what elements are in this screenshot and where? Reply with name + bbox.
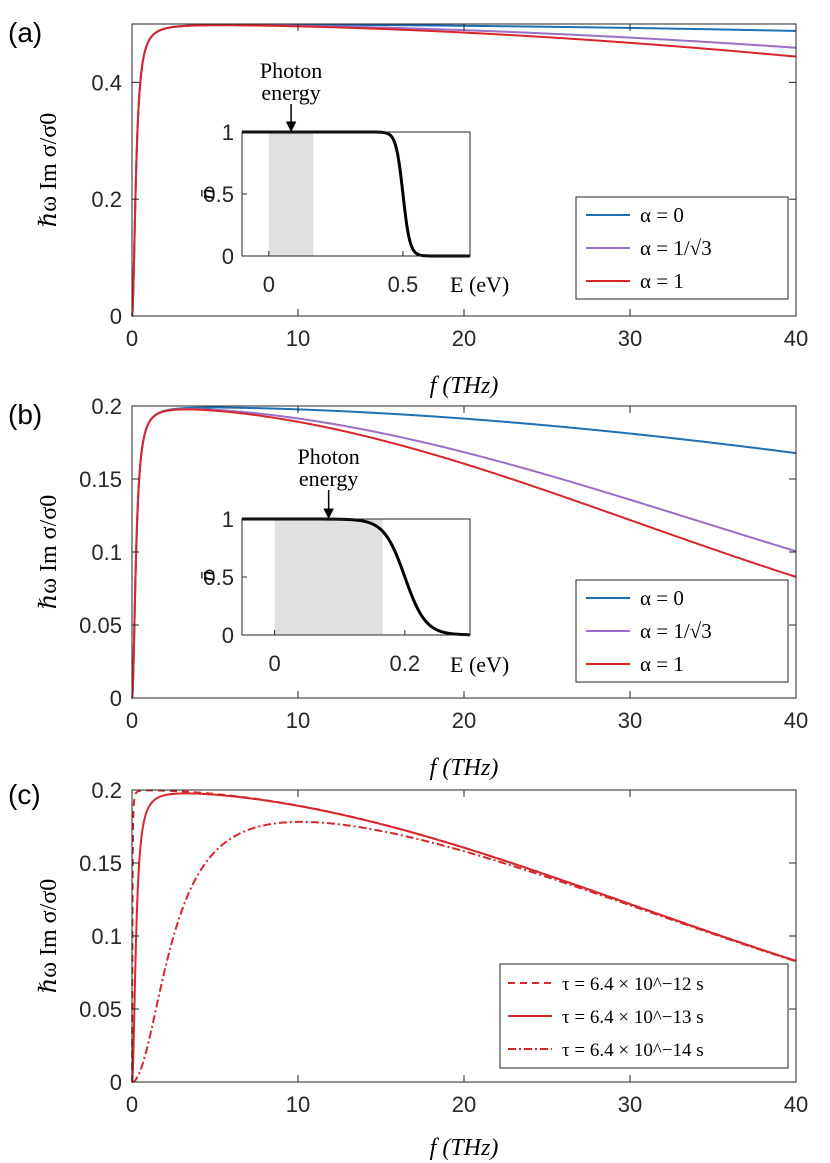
panel-a-ytick-label-2: 0.4 [91,70,122,95]
panel-a-inset-ytick-label-0: 0 [222,244,234,269]
panel-b-xtick-label-2: 20 [452,708,476,733]
panel-b-xtick-label-4: 40 [784,708,808,733]
panel-b-inset-ticks: 0 0.2 0 0.5 1 [203,507,420,676]
panel-a-legend-label-1: α = 1/√3 [640,236,712,260]
panel-b-ytick-label-0: 0 [110,686,122,711]
panel-a-inset-xtick-label-0: 0 [263,272,275,297]
panel-c-ytick-label-1: 0.05 [79,997,122,1022]
panel-b-annotation-line2: energy [299,466,358,491]
panel-b-xlabel-text: f (THz) [430,755,499,781]
panel-b-annotation-line1: Photon [297,444,359,469]
panel-a-lines [131,23,797,317]
panel-c-legend-label-0: τ = 6.4 × 10^−12 s [562,974,704,995]
panel-a-series-2 [131,24,797,317]
panel-b-inset-xtick-label-0: 0 [268,651,280,676]
panel-c-ytick-label-0: 0 [110,1070,122,1095]
panel-a-inset-xtick-label-1: 0.5 [388,272,419,297]
panel-a-xtick-label-1: 10 [286,326,310,351]
panel-b-xtick-label-0: 0 [126,708,138,733]
panel-c: 0 10 20 30 40 0 0.05 0.1 0.15 0.2 f (THz) ℏω Im σ… [36,778,808,1161]
panel-a-annotation-line2: energy [261,80,320,105]
panel-a-xtick-label-0: 0 [126,326,138,351]
panel-a-inset-ticks: 0 0.5 0 0.5 1 [203,120,418,297]
panel-c-ytick-label-3: 0.15 [79,851,122,876]
panel-c-ytick-label-2: 0.1 [91,924,122,949]
panel-b-series-2 [131,408,797,699]
panel-b-lines [131,406,797,699]
panel-c-lines [131,789,797,1083]
panel-b-ytick-label-1: 0.05 [79,613,122,638]
panel-c-ylabel: ℏω Im σ/σ0 [36,879,62,993]
panel-c-xlabel: f (THz) [430,1135,499,1161]
panel-a-xtick-label-3: 30 [618,326,642,351]
panel-b-legend: α = 0 α = 1/√3 α = 1 [575,579,789,683]
panel-b-ytick-label-3: 0.15 [79,467,122,492]
panel-a-inset-ytick-label-1: 0.5 [203,182,234,207]
panel-b-inset-shade [274,519,383,635]
panel-b-legend-label-1: α = 1/√3 [640,619,712,643]
panel-c-ytick-label-4: 0.2 [91,778,122,803]
panel-label-b: (b) [8,399,42,430]
panel-b-xlabel: f (THz) [430,755,499,781]
panel-b-inset: 0 0.2 0 0.5 1 n̄ E (eV) Photon energy [194,444,509,677]
panel-a-inset-ylabel: n̄ [194,189,219,200]
panel-b-inset-xtick-label-1: 0.2 [390,651,421,676]
panel-a-xlabel: f (THz) [430,373,499,399]
panel-c-xtick-label-3: 30 [618,1092,642,1117]
panel-a-xlabel-text: f (THz) [430,373,499,399]
panel-a-annotation-line1: Photon [260,58,322,83]
panel-b-inset-xlabel: E (eV) [450,652,509,677]
panel-b-legend-label-2: α = 1 [640,652,684,676]
panel-a-ytick-label-1: 0.2 [91,187,122,212]
panel-c-xlabel-text: f (THz) [430,1135,499,1161]
panel-c-xtick-label-1: 10 [286,1092,310,1117]
panel-c-ticks: 0 10 20 30 40 0 0.05 0.1 0.15 0.2 [79,778,808,1117]
panel-b-ytick-label-4: 0.2 [91,394,122,419]
panel-c-legend-label-1: τ = 6.4 × 10^−13 s [562,1007,704,1028]
panel-b-inset-ytick-label-2: 1 [222,507,234,532]
panel-a-xtick-label-4: 40 [784,326,808,351]
panel-a-xtick-label-2: 20 [452,326,476,351]
panel-a-ytick-label-0: 0 [110,304,122,329]
panel-c-legend-label-2: τ = 6.4 × 10^−14 s [562,1040,704,1061]
panel-a-inset: 0 0.5 0 0.5 1 n̄ E (eV) Photon energy [194,58,509,297]
panel-a-legend: α = 0 α = 1/√3 α = 1 [575,196,789,300]
panel-b-legend-label-0: α = 0 [640,586,684,610]
panel-a-inset-xlabel: E (eV) [450,272,509,297]
panel-b-ytick-label-2: 0.1 [91,540,122,565]
panel-c-xtick-label-2: 20 [452,1092,476,1117]
panel-a-legend-label-0: α = 0 [640,203,684,227]
panel-c-series-1 [131,792,797,1083]
panel-a-ylabel: ℏω Im σ/σ0 [36,113,62,227]
panel-c-xtick-label-4: 40 [784,1092,808,1117]
panel-label-c: (c) [8,779,41,810]
panel-c-xtick-label-0: 0 [126,1092,138,1117]
panel-a-inset-ytick-label-2: 1 [222,120,234,145]
panel-a-inset-shade [268,132,314,256]
panel-b-inset-ytick-label-0: 0 [222,623,234,648]
panel-b-xtick-label-3: 30 [618,708,642,733]
panel-c-legend: τ = 6.4 × 10^−12 s τ = 6.4 × 10^−13 s τ … [499,963,789,1069]
panel-label-a: (a) [8,17,42,48]
panel-b-xtick-label-1: 10 [286,708,310,733]
panel-b-ylabel: ℏω Im σ/σ0 [36,495,62,609]
panel-b-inset-ylabel: n̄ [194,571,219,582]
panel-a-legend-label-2: α = 1 [640,269,684,293]
panel-b-inset-ytick-label-1: 0.5 [203,565,234,590]
